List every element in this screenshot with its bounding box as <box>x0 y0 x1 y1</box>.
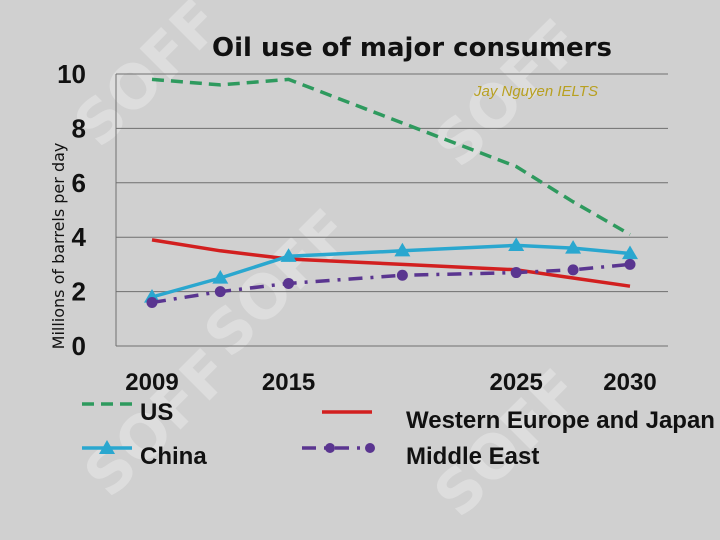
china-point-4 <box>508 237 525 251</box>
series-line-us <box>151 77 631 237</box>
legend-marker-china <box>99 440 115 454</box>
china-point-1 <box>212 270 229 284</box>
watermark-top-left: SOFF <box>61 0 235 161</box>
china-point-3 <box>394 242 411 257</box>
y-tick-label: 10 <box>57 59 86 89</box>
legend-marker-middle-east <box>365 443 375 453</box>
series-line-western-europe-and-japan <box>151 238 631 288</box>
y-tick-labels: 0 2 4 6 8 10 <box>57 59 86 361</box>
y-tick-label: 8 <box>72 113 86 143</box>
legend-label-middle-east: Middle East <box>406 443 539 470</box>
chart-title: Oil use of major consumers <box>212 33 612 63</box>
legend: US Western Europe and Japan China Middle Ea… <box>82 399 715 470</box>
y-tick-label: 0 <box>72 331 86 361</box>
x-tick-label: 2009 <box>125 369 178 396</box>
legend-marker-middle-east <box>325 443 335 453</box>
middle-east-point-1 <box>214 286 226 298</box>
series-lines <box>144 77 638 308</box>
y-tick-label: 6 <box>72 168 86 198</box>
x-tick-labels: 2009 2015 2025 2030 <box>125 369 656 396</box>
x-tick-label: 2015 <box>262 369 315 396</box>
y-tick-label: 4 <box>72 222 87 252</box>
legend-label-western-europe-and-japan: Western Europe and Japan <box>406 407 715 434</box>
middle-east-point-6 <box>624 258 636 270</box>
china-point-2 <box>280 248 297 262</box>
legend-label-us: US <box>140 399 173 426</box>
middle-east-point-4 <box>510 267 522 279</box>
x-tick-label: 2030 <box>603 369 656 396</box>
x-tick-label: 2025 <box>489 369 542 396</box>
china-point-6 <box>622 245 638 260</box>
middle-east-point-0 <box>146 296 158 308</box>
middle-east-point-5 <box>567 264 579 276</box>
grid-lines <box>115 73 668 347</box>
middle-east-point-2 <box>283 277 295 289</box>
y-tick-label: 2 <box>72 277 86 307</box>
legend-label-china: China <box>140 443 207 470</box>
y-axis-label: Millions of barrels per day <box>49 143 68 350</box>
chart-credit: Jay Nguyen IELTS <box>473 83 598 100</box>
china-point-5 <box>565 240 582 254</box>
middle-east-point-3 <box>396 269 408 281</box>
